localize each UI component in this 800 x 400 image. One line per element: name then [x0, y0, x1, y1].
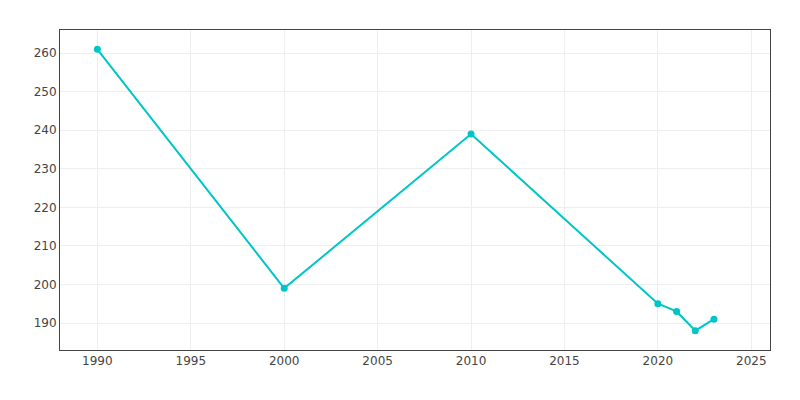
svg-text:2005: 2005: [362, 354, 393, 368]
svg-text:2020: 2020: [643, 354, 674, 368]
svg-text:210: 210: [34, 239, 57, 253]
svg-text:2000: 2000: [269, 354, 300, 368]
svg-text:1995: 1995: [176, 354, 207, 368]
svg-text:240: 240: [34, 123, 57, 137]
svg-text:200: 200: [34, 278, 57, 292]
svg-text:2010: 2010: [456, 354, 487, 368]
svg-text:250: 250: [34, 85, 57, 99]
svg-text:190: 190: [34, 316, 57, 330]
svg-text:220: 220: [34, 201, 57, 215]
svg-text:2015: 2015: [549, 354, 580, 368]
svg-text:1990: 1990: [82, 354, 113, 368]
svg-text:2025: 2025: [736, 354, 767, 368]
svg-text:230: 230: [34, 162, 57, 176]
svg-text:260: 260: [34, 46, 57, 60]
